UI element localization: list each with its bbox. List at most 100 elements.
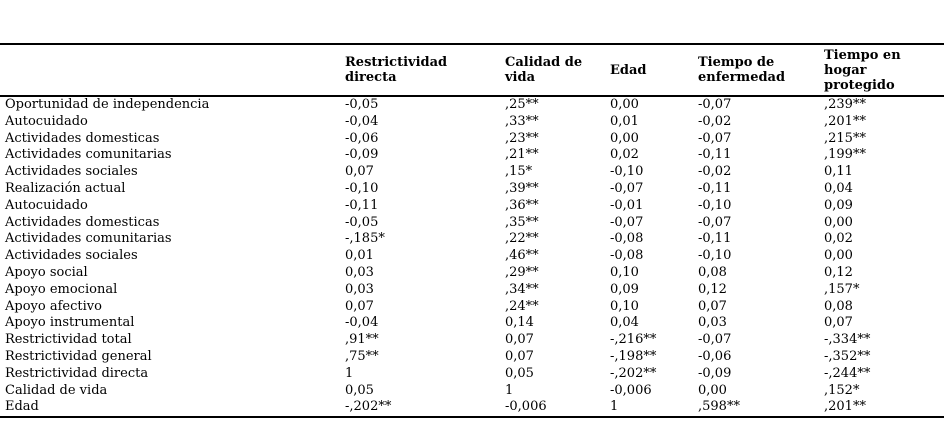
- correlation-value: 0,00: [610, 97, 639, 112]
- correlation-value: ,23**: [505, 130, 539, 146]
- table-row: Actividades comunitarias -,185* ,22** -0,08…: [0, 231, 944, 248]
- correlation-value: 0,00: [698, 382, 727, 398]
- correlation-value: -0,11: [698, 147, 732, 163]
- table-row: Edad -,202** -0,006 1 ,598** ,201**: [0, 399, 944, 417]
- correlation-value: -0,01: [610, 197, 644, 213]
- correlation-value: 0,05: [345, 382, 374, 398]
- correlation-value: ,199**: [824, 147, 866, 163]
- correlation-value: ,35**: [505, 214, 539, 230]
- correlation-value: 0,09: [824, 197, 853, 213]
- correlation-value: -0,09: [345, 147, 379, 163]
- row-label-header: [0, 44, 345, 97]
- correlation-value: -0,07: [698, 130, 732, 146]
- correlation-value: -,216**: [610, 332, 657, 348]
- correlation-value: -0,11: [698, 231, 732, 247]
- header-row: Restrictividad directa Calidad de vida Eda…: [0, 44, 944, 97]
- table-row: Actividades sociales 0,01 ,46** -0,08 -0,10 0…: [0, 248, 944, 265]
- table-row: Apoyo instrumental -0,04 0,14 0,04 0,03 0,07: [0, 315, 944, 332]
- correlation-value: 0,07: [505, 348, 534, 364]
- correlation-value: 1: [505, 382, 514, 398]
- row-label: Apoyo instrumental: [5, 315, 135, 331]
- correlation-value: 0,07: [505, 332, 534, 348]
- correlation-value: -0,08: [610, 248, 644, 264]
- correlation-value: 1: [610, 399, 619, 415]
- column-header: Tiempo de enfermedad: [698, 44, 824, 97]
- correlation-value: -0,11: [698, 180, 732, 196]
- row-label: Apoyo afectivo: [5, 298, 102, 314]
- correlation-value: ,15*: [505, 164, 533, 180]
- table-row: Oportunidad de independencia -0,05 ,25** 0,…: [0, 96, 944, 114]
- correlation-value: ,239**: [824, 97, 866, 112]
- table-header: Restrictividad directa Calidad de vida Eda…: [0, 44, 944, 97]
- correlation-value: -,198**: [610, 348, 657, 364]
- correlation-value: ,201**: [824, 113, 866, 129]
- row-label: Apoyo emocional: [5, 281, 118, 297]
- correlation-value: 0,12: [698, 281, 727, 297]
- correlation-value: -0,04: [345, 315, 379, 331]
- correlation-value: -,334**: [824, 332, 871, 348]
- correlation-value: -0,08: [610, 231, 644, 247]
- row-label: Apoyo social: [5, 264, 88, 280]
- correlation-value: ,29**: [505, 264, 539, 280]
- correlation-value: 0,00: [824, 214, 853, 230]
- table-row: Calidad de vida 0,05 1 -0,006 0,00 ,152*: [0, 383, 944, 400]
- correlation-value: -0,07: [610, 214, 644, 230]
- correlation-value: 0,00: [824, 248, 853, 264]
- correlation-value: -0,006: [505, 399, 547, 415]
- correlation-value: -,202**: [610, 365, 657, 381]
- correlation-value: -0,10: [698, 248, 732, 264]
- correlation-table: Restrictividad directa Calidad de vida Eda…: [0, 43, 944, 419]
- correlation-value: 0,02: [824, 231, 853, 247]
- correlation-value: -0,02: [698, 164, 732, 180]
- correlation-value: 1: [345, 365, 354, 381]
- correlation-value: -0,05: [345, 214, 379, 230]
- column-header: Edad: [610, 44, 698, 97]
- correlation-value: -,185*: [345, 231, 385, 247]
- correlation-value: -0,07: [698, 214, 732, 230]
- correlation-value: ,36**: [505, 197, 539, 213]
- correlation-value: -0,07: [698, 97, 732, 112]
- table-row: Restrictividad total ,91** 0,07 -,216** -0,0…: [0, 332, 944, 349]
- correlation-value: 0,00: [610, 130, 639, 146]
- correlation-value: ,201**: [824, 399, 866, 415]
- row-label: Actividades sociales: [5, 164, 138, 180]
- correlation-value: -0,02: [698, 113, 732, 129]
- column-header: Tiempo en hogar protegido: [824, 44, 944, 97]
- row-label: Actividades comunitarias: [5, 147, 172, 163]
- table-row: Apoyo social 0,03 ,29** 0,10 0,08 0,12: [0, 265, 944, 282]
- row-label: Actividades comunitarias: [5, 231, 172, 247]
- table-row: Actividades sociales 0,07 ,15* -0,10 -0,02 0,…: [0, 164, 944, 181]
- correlation-value: -0,05: [345, 97, 379, 112]
- correlation-value: -0,07: [610, 180, 644, 196]
- table-row: Autocuidado -0,04 ,33** 0,01 -0,02 ,201**: [0, 114, 944, 131]
- correlation-value: 0,07: [698, 298, 727, 314]
- correlation-value: ,46**: [505, 248, 539, 264]
- correlation-value: ,152*: [824, 382, 860, 398]
- row-label: Restrictividad total: [5, 332, 132, 348]
- correlation-value: 0,07: [345, 164, 374, 180]
- correlation-value: ,33**: [505, 113, 539, 129]
- correlation-value: 0,03: [345, 264, 374, 280]
- correlation-value: ,39**: [505, 180, 539, 196]
- correlation-value: ,157*: [824, 281, 860, 297]
- correlation-value: ,22**: [505, 231, 539, 247]
- correlation-value: 0,14: [505, 315, 534, 331]
- correlation-value: 0,09: [610, 281, 639, 297]
- correlation-value: 0,05: [505, 365, 534, 381]
- column-header: Restrictividad directa: [345, 44, 505, 97]
- correlation-value: 0,12: [824, 264, 853, 280]
- correlation-value: 0,07: [824, 315, 853, 331]
- row-label: Edad: [5, 399, 39, 415]
- table-row: Actividades domesticas -0,06 ,23** 0,00 -0,0…: [0, 131, 944, 148]
- table-row: Actividades domesticas -0,05 ,35** -0,07 -0,…: [0, 215, 944, 232]
- row-label: Restrictividad directa: [5, 365, 149, 381]
- row-label: Autocuidado: [5, 113, 88, 129]
- correlation-value: 0,08: [824, 298, 853, 314]
- correlation-value: ,91**: [345, 332, 379, 348]
- row-label: Actividades domesticas: [5, 130, 160, 146]
- correlation-value: -,352**: [824, 348, 871, 364]
- correlation-value: 0,01: [610, 113, 639, 129]
- correlation-value: -0,06: [345, 130, 379, 146]
- table-row: Apoyo afectivo 0,07 ,24** 0,10 0,07 0,08: [0, 299, 944, 316]
